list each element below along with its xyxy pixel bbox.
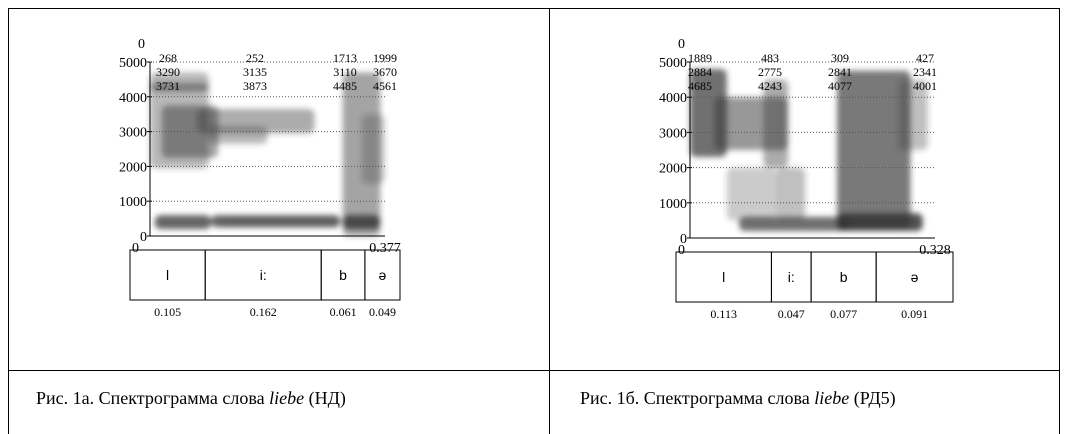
segment-label: i: <box>260 267 267 283</box>
energy-band <box>727 168 776 221</box>
formant-value: 4485 <box>333 79 357 93</box>
caption-word: liebe <box>814 388 849 408</box>
y-axis-label: 5000 <box>659 56 687 71</box>
formant-value: 3135 <box>243 65 267 79</box>
top-label: 0 <box>678 37 685 52</box>
formant-value: 4077 <box>828 79 852 93</box>
energy-band <box>739 217 849 231</box>
y-axis-label: 3000 <box>659 126 687 141</box>
y-axis-label: 5000 <box>119 56 147 71</box>
segment-duration: 0.113 <box>710 307 737 321</box>
time-start: 0 <box>678 243 685 258</box>
segment-label: b <box>339 267 347 283</box>
energy-band <box>209 126 268 143</box>
caption-suffix: (РД5) <box>849 388 895 409</box>
formant-value: 4001 <box>913 79 937 93</box>
formant-value: 4685 <box>688 79 712 93</box>
energy-band <box>343 215 381 229</box>
energy-band <box>837 213 923 231</box>
formant-value: 4561 <box>373 79 397 93</box>
segment-label: i: <box>788 269 795 285</box>
formant-value: 3110 <box>333 65 357 79</box>
formant-value: 2775 <box>758 65 782 79</box>
caption-prefix: Рис. 1б. Спектрограмма слова <box>580 388 814 408</box>
segment-duration: 0.049 <box>369 305 396 319</box>
figure-table: 0 5000 4000 3000 2000 1000 0 26832903731 2523135… <box>0 0 1068 434</box>
energy-band <box>155 215 211 229</box>
segment-duration: 0.047 <box>778 307 805 321</box>
segment-label: l <box>166 267 169 283</box>
spectrogram-shading <box>690 69 928 231</box>
formant-value: 1999 <box>373 51 397 65</box>
y-axis-label: 0 <box>140 230 147 245</box>
formant-value: 252 <box>246 51 264 65</box>
formant-value: 483 <box>761 51 779 65</box>
time-end: 0.377 <box>369 241 401 256</box>
segment-label: ə <box>911 269 919 285</box>
formant-value: 3731 <box>156 79 180 93</box>
formant-value: 427 <box>916 51 934 65</box>
caption: Рис. 1б. Спектрограмма слова liebe (РД5) <box>580 388 896 409</box>
formant-value: 3873 <box>243 79 267 93</box>
formant-value: 3670 <box>373 65 397 79</box>
caption: Рис. 1а. Спектрограмма слова liebe (НД) <box>36 388 346 409</box>
y-axis-label: 1000 <box>659 197 687 212</box>
caption-prefix: Рис. 1а. Спектрограмма слова <box>36 388 269 408</box>
energy-band <box>211 215 340 227</box>
top-label: 0 <box>138 37 145 52</box>
formant-value: 4243 <box>758 79 782 93</box>
y-axis-label: 4000 <box>119 91 147 106</box>
formant-value: 1889 <box>688 51 712 65</box>
segment-label: ə <box>379 267 387 283</box>
y-axis-label: 2000 <box>659 162 687 177</box>
energy-band <box>362 114 386 184</box>
spectrogram: 0500040003000200010000188928844685483277… <box>659 37 953 321</box>
segment-duration: 0.162 <box>250 305 277 319</box>
segment-duration: 0.061 <box>330 305 357 319</box>
energy-band <box>776 168 805 221</box>
segment-duration: 0.077 <box>830 307 857 321</box>
segment-duration: 0.091 <box>901 307 928 321</box>
formant-value: 309 <box>831 51 849 65</box>
caption-word: liebe <box>269 388 304 408</box>
formant-value: 3290 <box>156 65 180 79</box>
caption-suffix: (НД) <box>304 388 346 409</box>
formant-value: 2341 <box>913 65 937 79</box>
segment-duration: 0.105 <box>154 305 181 319</box>
formant-value: 1713 <box>333 51 357 65</box>
formant-value: 2884 <box>688 65 712 79</box>
y-axis-label: 4000 <box>659 91 687 106</box>
formant-value: 2841 <box>828 65 852 79</box>
time-start: 0 <box>132 241 139 256</box>
y-axis-label: 3000 <box>119 126 147 141</box>
segment-label: l <box>722 269 725 285</box>
segment-label: b <box>840 269 848 285</box>
formant-value: 268 <box>159 51 177 65</box>
y-axis-label: 2000 <box>119 160 147 175</box>
time-end: 0.328 <box>919 243 951 258</box>
y-axis-label: 1000 <box>119 195 147 210</box>
